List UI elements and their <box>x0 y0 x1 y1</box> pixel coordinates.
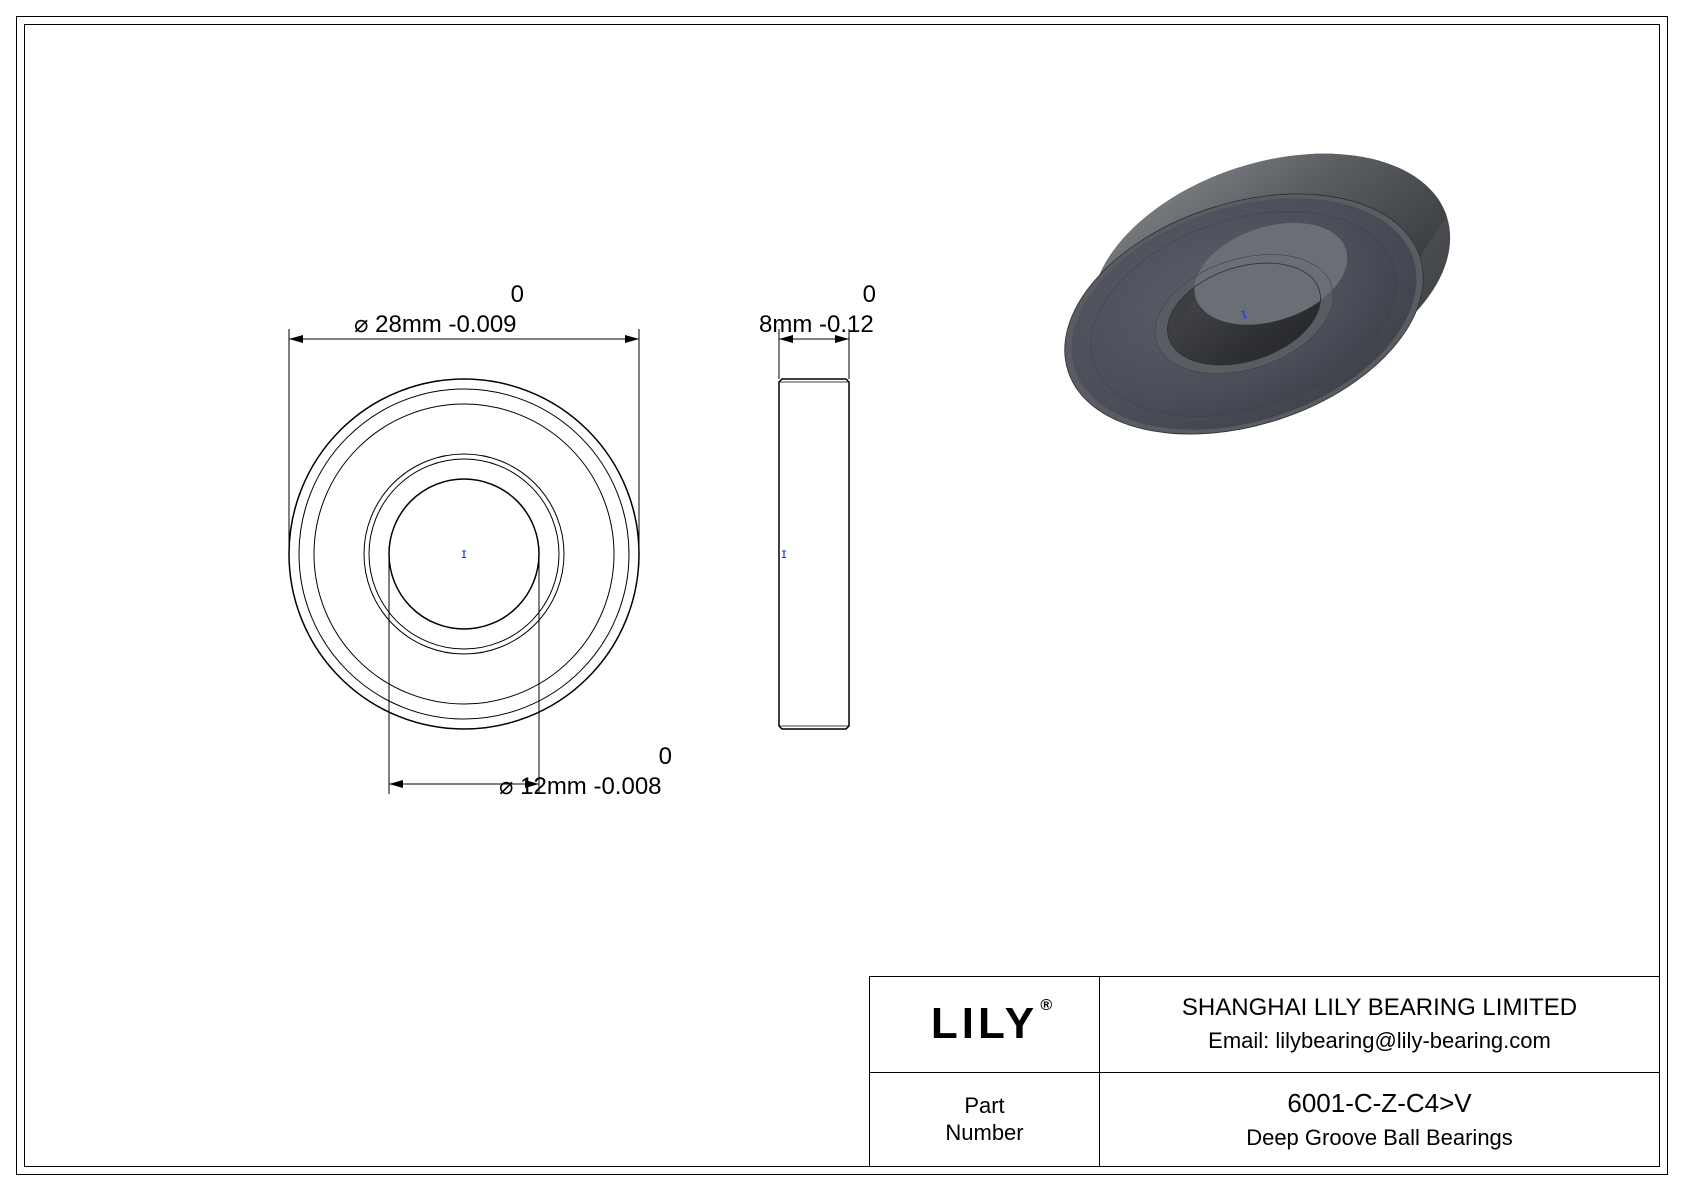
logo-registered-icon: ® <box>1040 998 1056 1014</box>
company-email: Email: lilybearing@lily-bearing.com <box>1208 1028 1551 1054</box>
iso-view: ɪ <box>1024 111 1490 477</box>
page: ɪ 0 ⌀ 28mm -0.009 <box>0 0 1684 1191</box>
logo-label: LILY <box>931 999 1038 1048</box>
dim-width-nominal: 8mm -0.12 <box>759 311 874 338</box>
part-label-cell: Part Number <box>870 1073 1100 1167</box>
front-view: ɪ <box>289 379 639 729</box>
company-cell: SHANGHAI LILY BEARING LIMITED Email: lil… <box>1100 977 1659 1072</box>
dim-outer-diameter <box>289 329 639 554</box>
dim-outer-upper-tol: 0 <box>511 281 524 308</box>
title-block-row-company: LILY ® SHANGHAI LILY BEARING LIMITED Ema… <box>870 977 1659 1072</box>
side-center-mark: ɪ <box>782 545 787 561</box>
title-block-row-part: Part Number 6001-C-Z-C4>V Deep Groove Ba… <box>870 1072 1659 1167</box>
part-label-line2: Number <box>945 1119 1023 1147</box>
company-name: SHANGHAI LILY BEARING LIMITED <box>1182 994 1577 1022</box>
part-number: 6001-C-Z-C4>V <box>1287 1088 1471 1119</box>
part-label: Part Number <box>945 1092 1023 1147</box>
dim-inner-diameter <box>389 554 539 794</box>
part-label-line1: Part <box>945 1092 1023 1120</box>
dim-inner-upper-tol: 0 <box>659 743 672 770</box>
side-view <box>779 379 849 729</box>
dim-width-upper-tol: 0 <box>863 281 876 308</box>
logo-cell: LILY ® <box>870 977 1100 1072</box>
title-block: LILY ® SHANGHAI LILY BEARING LIMITED Ema… <box>869 976 1659 1166</box>
logo-text: LILY ® <box>931 1002 1038 1046</box>
front-center-mark: ɪ <box>462 545 467 561</box>
dim-inner-nominal: ⌀ 12mm -0.008 <box>499 773 662 800</box>
dim-outer-nominal: ⌀ 28mm -0.009 <box>354 311 517 338</box>
part-info-cell: 6001-C-Z-C4>V Deep Groove Ball Bearings <box>1100 1073 1659 1167</box>
part-description: Deep Groove Ball Bearings <box>1246 1125 1513 1151</box>
